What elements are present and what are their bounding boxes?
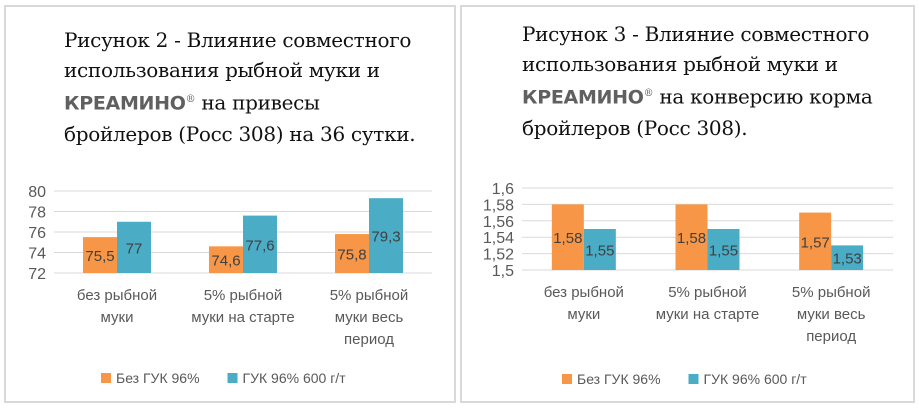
y-tick-label: 1,58	[483, 197, 514, 214]
legend-label: Без ГУК 96%	[577, 371, 661, 387]
data-label: 75,8	[337, 247, 366, 264]
x-tick-label: период	[344, 331, 394, 348]
chart-title: Рисунок 3 - Влияние совместного использо…	[522, 22, 873, 140]
bar	[83, 237, 117, 273]
y-tick-label: 1,54	[483, 230, 514, 247]
x-tick-label: без рыбной	[544, 284, 624, 301]
chart-svg: 72 74 76 78 80 75,5 77 без рыбной муки 74,6 77,6 5%…	[28, 184, 432, 386]
legend-swatch	[227, 373, 238, 383]
bar	[583, 229, 616, 270]
legend-label: Без ГУК 96%	[116, 370, 200, 386]
bar	[243, 215, 277, 273]
x-tick-label: 5% рыбной	[668, 284, 747, 301]
x-tick-label: 5% рыбной	[330, 287, 409, 304]
bar	[335, 234, 369, 273]
brand-name: КРЕАМИНО	[522, 86, 644, 109]
data-label: 1,55	[585, 243, 614, 260]
x-tick-label: муки на старте	[191, 309, 294, 326]
chart-title: Рисунок 2 - Влияние совместного использо…	[64, 28, 416, 146]
legend-swatch	[101, 373, 111, 383]
y-tick-label: 72	[28, 266, 46, 283]
y-tick-label: 1,56	[483, 214, 514, 231]
chart-weight-gain: Рисунок 2 - Влияние совместного использо…	[4, 5, 456, 403]
x-tick-label: муки	[101, 309, 134, 326]
bar	[117, 221, 151, 273]
data-label: 1,53	[833, 251, 862, 268]
bar	[369, 198, 403, 273]
x-tick-label: 5% рыбной	[204, 287, 283, 304]
data-label: 1,58	[553, 230, 582, 247]
bar	[551, 204, 584, 270]
x-tick-label: муки весь	[335, 309, 404, 326]
bar	[209, 246, 243, 273]
data-label: 1,57	[801, 234, 830, 251]
legend-label: ГУК 96% 600 г/т	[704, 371, 808, 387]
y-tick-label: 1,5	[492, 263, 514, 280]
bar	[675, 204, 708, 270]
data-label: 77,6	[245, 237, 274, 254]
x-tick-label: муки на старте	[656, 306, 759, 323]
x-tick-label: муки весь	[797, 306, 866, 323]
bar	[831, 245, 864, 270]
data-label: 1,58	[677, 230, 706, 247]
data-label: 1,55	[709, 243, 738, 260]
data-label: 79,3	[371, 229, 400, 246]
data-label: 75,5	[85, 248, 114, 265]
brand-name: КРЕАМИНО	[64, 92, 186, 115]
x-tick-label: без рыбной	[77, 287, 157, 304]
y-tick-label: 1,52	[483, 247, 514, 264]
y-tick-label: 78	[28, 205, 46, 222]
data-label: 74,6	[211, 253, 240, 270]
y-tick-label: 1,6	[492, 181, 514, 198]
bar	[707, 229, 740, 270]
y-tick-label: 76	[28, 225, 46, 242]
x-tick-label: муки	[567, 306, 600, 323]
data-label: 77	[126, 240, 143, 257]
y-tick-label: 74	[28, 246, 46, 263]
y-tick-label: 80	[28, 184, 46, 201]
x-tick-label: период	[806, 328, 856, 345]
x-tick-label: 5% рыбной	[792, 284, 871, 301]
chart-feed-conversion: Рисунок 3 - Влияние совместного использо…	[460, 5, 915, 403]
legend-swatch	[562, 374, 572, 384]
bar	[799, 212, 832, 270]
legend-label: ГУК 96% 600 г/т	[243, 370, 347, 386]
legend-swatch	[688, 374, 699, 384]
